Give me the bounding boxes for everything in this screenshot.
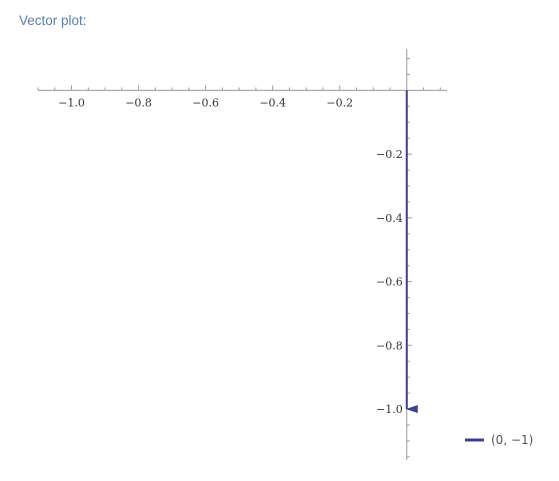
x-tick-label: −0.8 [125, 96, 152, 109]
y-tick-label: −0.4 [376, 212, 403, 225]
axes [38, 49, 447, 460]
x-tick-label: −0.4 [259, 96, 286, 109]
y-tick-label: −1.0 [376, 403, 403, 416]
legend: (0, −1) [465, 433, 533, 447]
ticks [37, 58, 441, 458]
tick-labels: −1.0 −0.8 −0.6 −0.4 −0.2 −0.2 −0.4 −0.6 −0.8 −1.0 [58, 96, 403, 416]
x-tick-label: −0.6 [192, 96, 219, 109]
pod-title: Vector plot: [19, 13, 87, 28]
y-tick-label: −0.6 [376, 276, 403, 289]
legend-label: (0, −1) [491, 433, 533, 447]
y-tick-label: −0.2 [376, 148, 403, 161]
x-tick-label: −1.0 [58, 96, 85, 109]
x-tick-label: −0.2 [326, 96, 353, 109]
y-tick-label: −0.8 [376, 339, 403, 352]
